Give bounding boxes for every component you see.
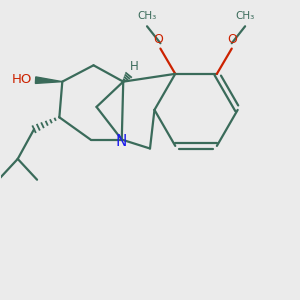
Polygon shape bbox=[35, 77, 62, 83]
Text: O: O bbox=[153, 34, 163, 46]
Text: O: O bbox=[227, 34, 237, 46]
Text: H: H bbox=[130, 60, 139, 73]
Text: CH₃: CH₃ bbox=[137, 11, 157, 21]
Text: HO: HO bbox=[12, 73, 32, 86]
Text: CH₃: CH₃ bbox=[236, 11, 255, 21]
Text: N: N bbox=[116, 134, 127, 148]
